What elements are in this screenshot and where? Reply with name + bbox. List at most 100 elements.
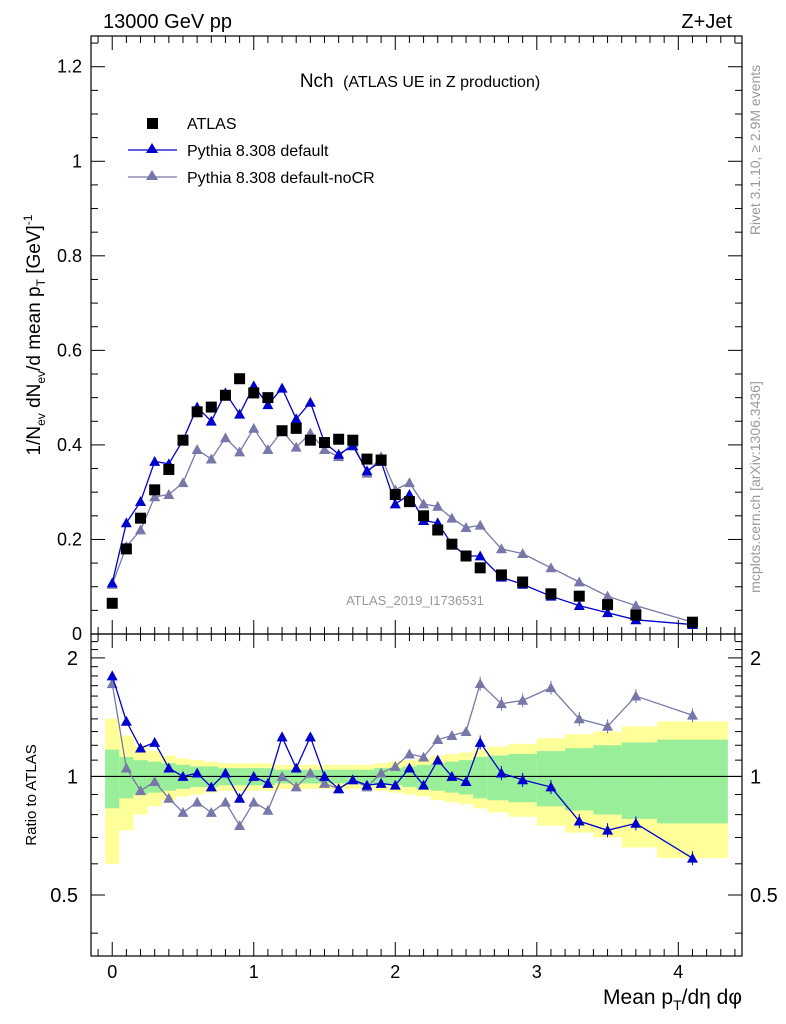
data-point xyxy=(347,434,359,446)
ratio-point-nocr xyxy=(163,792,175,803)
legend-marker-default xyxy=(146,143,158,153)
point-nocr xyxy=(163,489,175,499)
ratio-point-default xyxy=(120,715,132,726)
point-nocr xyxy=(135,524,147,535)
data-point xyxy=(304,434,316,446)
ratio-point-nocr xyxy=(149,776,161,787)
ratio-point-default xyxy=(432,754,444,765)
point-nocr xyxy=(602,590,614,601)
data-point xyxy=(106,597,118,609)
ratio-point-nocr xyxy=(120,762,132,773)
header-left: 13000 GeV pp xyxy=(103,11,232,33)
data-point xyxy=(495,569,507,581)
ratio-y-tick-label-right: 0.5 xyxy=(750,885,778,907)
ratio-band-inner xyxy=(536,751,566,807)
point-default xyxy=(573,600,585,611)
data-point xyxy=(517,576,529,588)
ratio-point-default xyxy=(686,852,698,863)
point-default xyxy=(602,607,614,618)
ratio-point-nocr xyxy=(234,820,246,831)
data-point xyxy=(474,562,486,574)
ratio-point-nocr xyxy=(319,777,331,788)
ratio-point-nocr xyxy=(304,767,316,778)
x-axis-label: Mean pT/dη dφ xyxy=(603,986,742,1013)
data-point xyxy=(432,524,444,536)
point-default xyxy=(234,408,246,419)
ratio-point-default xyxy=(389,779,401,790)
ratio-point-default xyxy=(602,824,614,835)
point-default xyxy=(135,496,147,507)
point-nocr xyxy=(219,432,231,443)
ratio-point-nocr xyxy=(474,678,486,689)
x-tick-label: 1 xyxy=(249,962,259,982)
data-point xyxy=(361,453,373,465)
ratio-band-inner xyxy=(565,748,594,811)
y-tick-label: 1 xyxy=(72,151,82,171)
x-tick-label: 2 xyxy=(390,962,400,982)
point-nocr xyxy=(191,444,203,455)
point-nocr xyxy=(248,422,260,433)
ratio-y-tick-label-right: 1 xyxy=(750,766,761,788)
ratio-y-tick-label-right: 2 xyxy=(750,648,761,670)
ratio-point-default xyxy=(149,736,161,747)
point-default xyxy=(120,517,132,528)
ratio-band-inner xyxy=(621,742,658,819)
ratio-y-tick-label-left: 1 xyxy=(67,766,78,788)
data-point xyxy=(234,373,246,385)
ratio-point-default xyxy=(248,770,260,781)
data-point xyxy=(686,616,698,628)
chart-title-main: Nch xyxy=(300,71,334,92)
point-default xyxy=(304,396,316,407)
ratio-point-nocr xyxy=(517,694,529,705)
data-point xyxy=(319,437,331,449)
y-tick-label: 0 xyxy=(72,624,82,644)
data-point xyxy=(418,510,430,522)
legend-label-nocr: Pythia 8.308 default-noCR xyxy=(187,170,375,187)
ratio-point-default xyxy=(262,777,274,788)
point-nocr xyxy=(517,548,529,559)
ratio-y-tick-label-left: 2 xyxy=(67,648,78,670)
ratio-point-nocr xyxy=(602,720,614,731)
point-default xyxy=(106,577,118,588)
data-point xyxy=(262,392,274,404)
ratio-point-nocr xyxy=(177,806,189,817)
ratio-point-nocr xyxy=(135,785,147,796)
ratio-point-default xyxy=(375,777,387,788)
ratio-point-default xyxy=(474,736,486,747)
ratio-point-default xyxy=(304,731,316,742)
ratio-point-default xyxy=(630,817,642,828)
point-nocr xyxy=(262,444,274,455)
ratio-point-nocr xyxy=(630,690,642,701)
ratio-point-default xyxy=(135,742,147,753)
data-point xyxy=(163,463,175,475)
point-nocr xyxy=(630,600,642,611)
data-point xyxy=(460,550,472,562)
ratio-point-default xyxy=(361,779,373,790)
data-point xyxy=(573,590,585,602)
point-nocr xyxy=(460,522,472,533)
data-point xyxy=(191,406,203,418)
ratio-point-nocr xyxy=(432,734,444,745)
point-default xyxy=(276,382,288,393)
data-point xyxy=(149,484,161,496)
ratio-point-default xyxy=(191,767,203,778)
data-point xyxy=(248,387,260,399)
ratio-point-default xyxy=(106,670,118,681)
point-nocr xyxy=(403,477,415,488)
point-nocr xyxy=(432,500,444,511)
legend-label-atlas: ATLAS xyxy=(187,116,237,133)
ratio-point-nocr xyxy=(389,760,401,771)
point-default xyxy=(361,465,373,476)
ratio-point-nocr xyxy=(375,767,387,778)
ratio-point-default xyxy=(545,781,557,792)
ratio-point-nocr xyxy=(219,796,231,807)
data-point xyxy=(375,454,387,466)
ratio-point-default xyxy=(234,792,246,803)
main-plot-area xyxy=(106,373,698,629)
ratio-point-default xyxy=(347,774,359,785)
y-axis-label: 1/Nev dNev/d mean pT [GeV]-1 xyxy=(21,214,48,455)
data-point xyxy=(276,425,288,437)
ratio-point-default xyxy=(495,767,507,778)
x-tick-label: 4 xyxy=(673,962,683,982)
point-nocr xyxy=(177,477,189,488)
